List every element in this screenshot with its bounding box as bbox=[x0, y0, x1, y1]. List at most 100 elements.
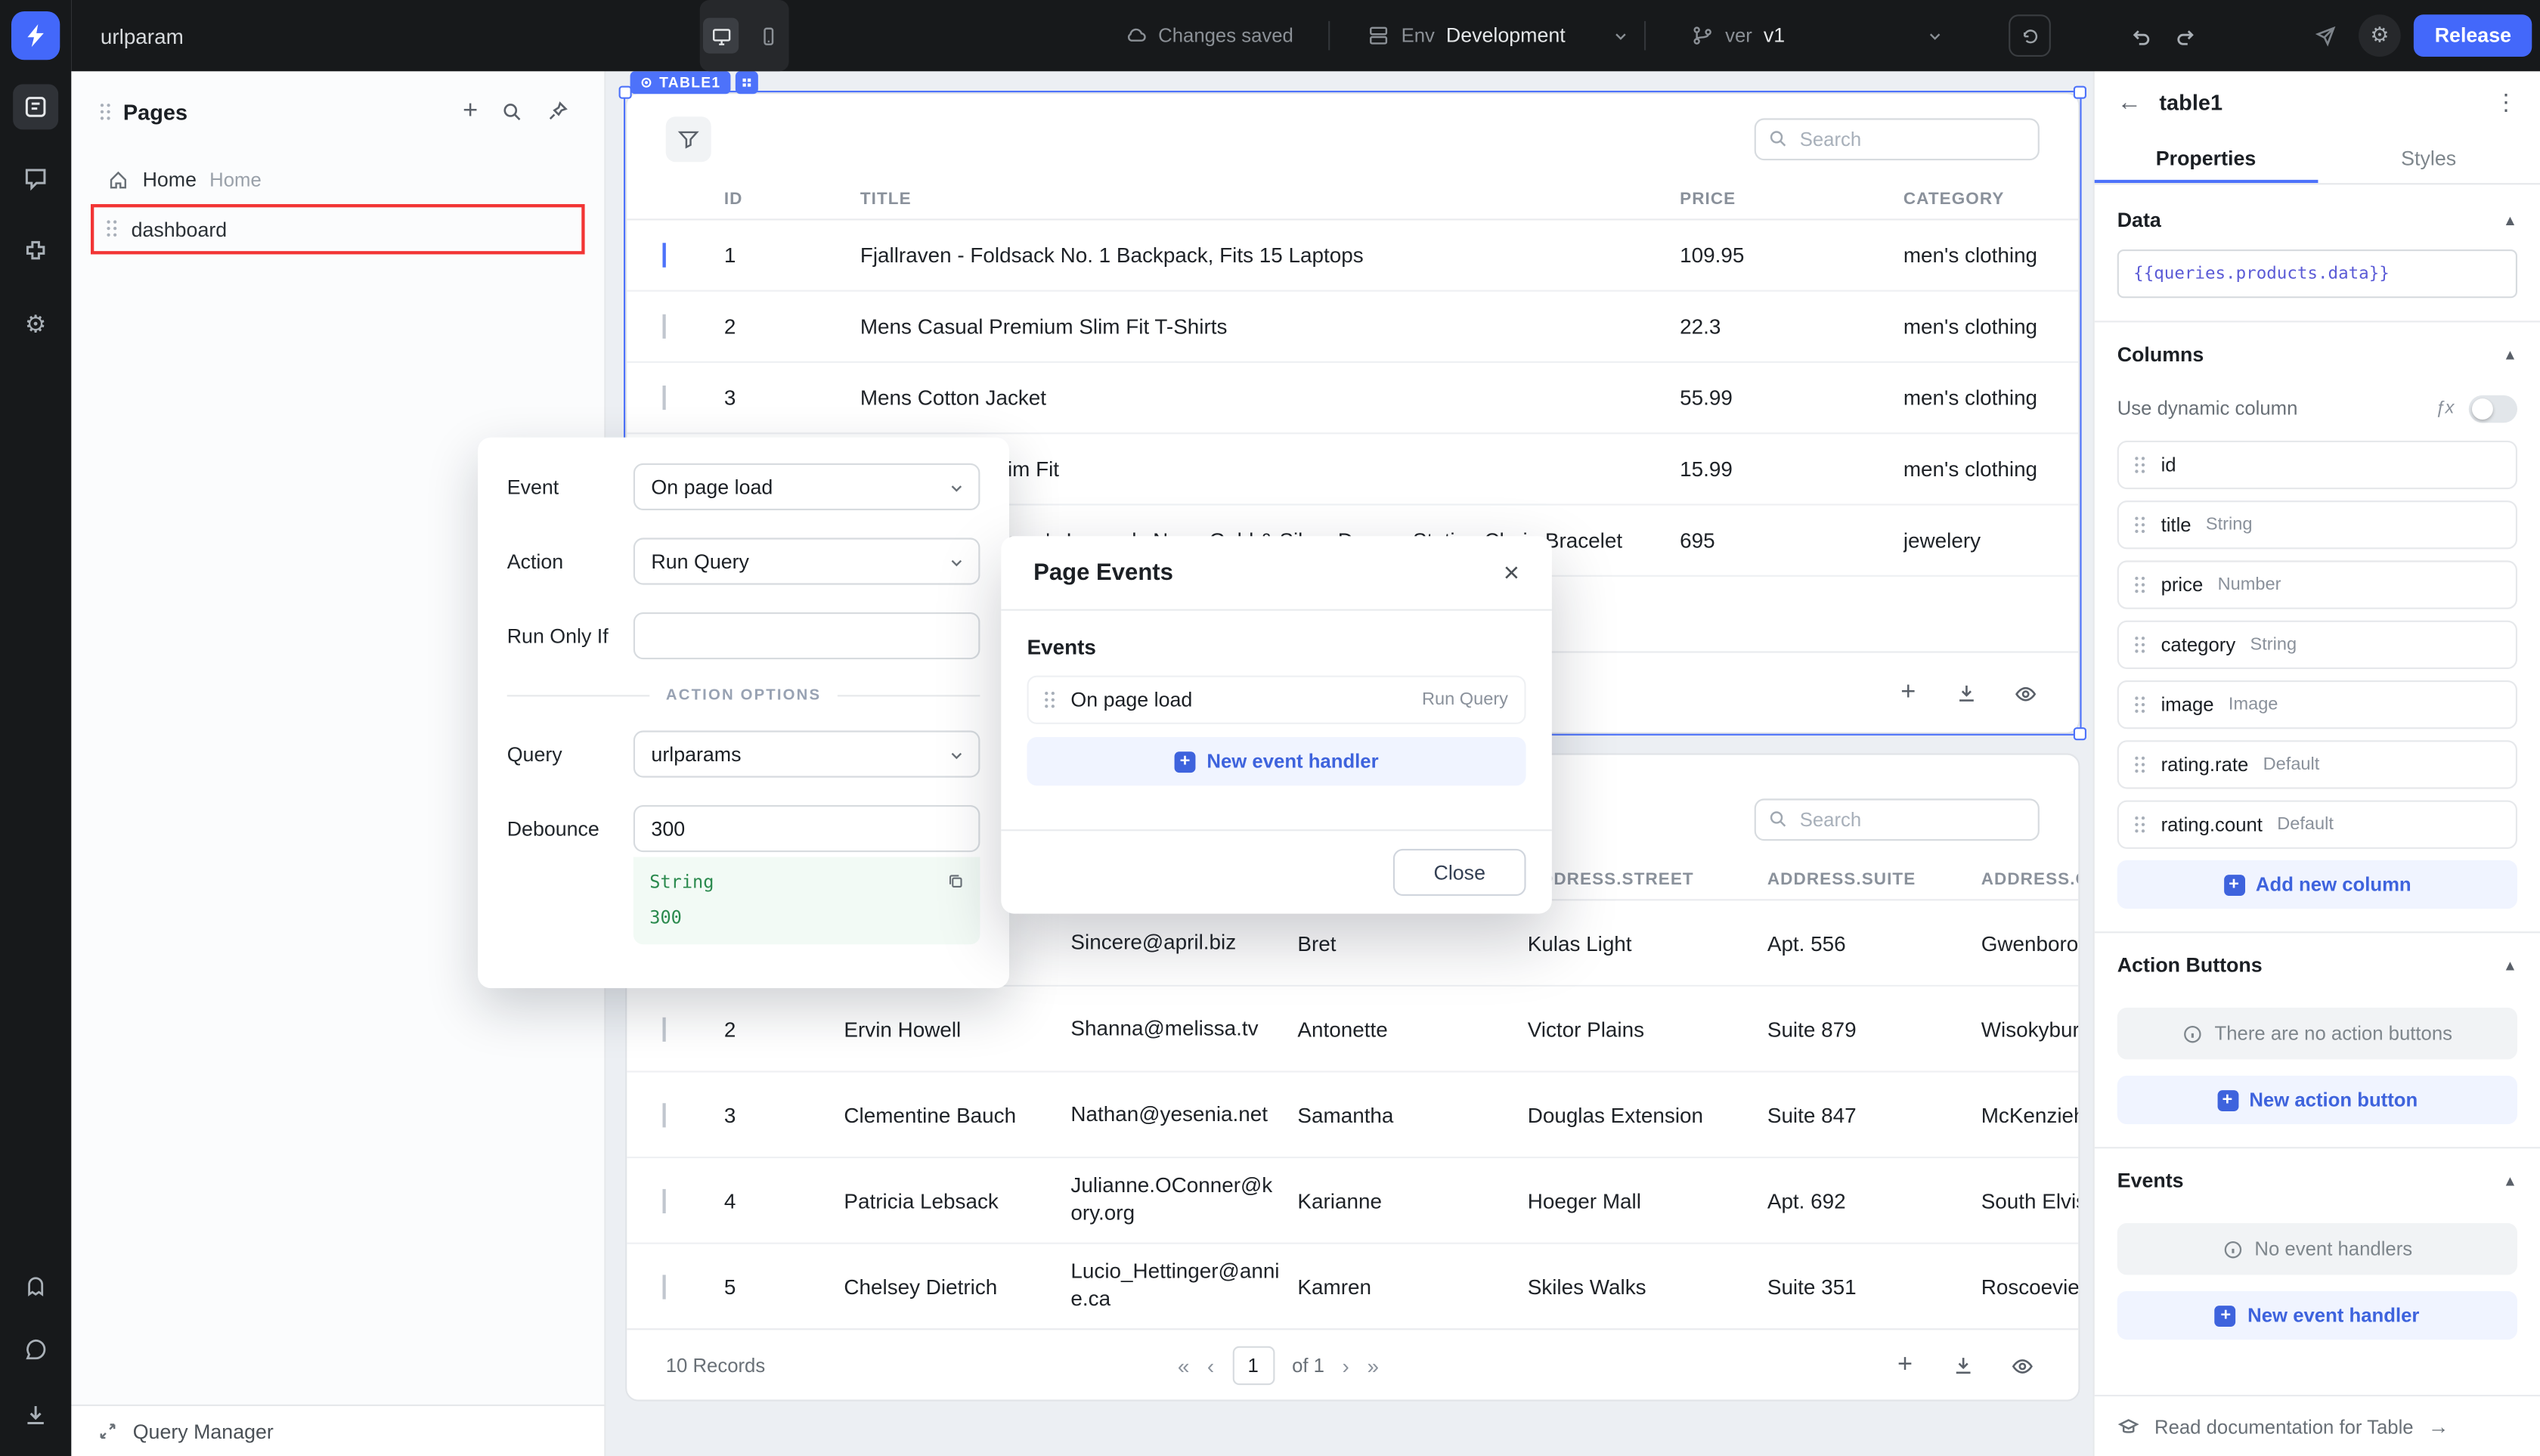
drag-handle-icon[interactable] bbox=[107, 220, 118, 238]
documentation-link[interactable]: Read documentation for Table → bbox=[2094, 1395, 2540, 1456]
column-item[interactable]: image Image bbox=[2117, 680, 2517, 730]
tab-properties[interactable]: Properties bbox=[2095, 133, 2318, 183]
event-handler-row[interactable]: On page load Run Query bbox=[1027, 675, 1526, 724]
table-row[interactable]: 2 Mens Casual Premium Slim Fit T-Shirts … bbox=[627, 292, 2079, 363]
column-header[interactable]: TITLE bbox=[860, 188, 912, 209]
table2-search-input[interactable] bbox=[1754, 798, 2040, 841]
column-item[interactable]: price Number bbox=[2117, 560, 2517, 609]
section-data-header[interactable]: Data ▲ bbox=[2117, 209, 2517, 232]
rail-download-button[interactable] bbox=[13, 1392, 58, 1437]
widget-tag[interactable]: TABLE1 bbox=[630, 71, 758, 94]
fx-button[interactable]: ƒx bbox=[2435, 398, 2455, 418]
table-row[interactable]: 3 Mens Cotton Jacket 55.99 men's clothin… bbox=[627, 363, 2079, 435]
prev-page-button[interactable]: ‹ bbox=[1206, 1353, 1215, 1378]
page-item-dashboard[interactable]: dashboard bbox=[91, 204, 585, 255]
drag-handle-icon[interactable] bbox=[2135, 456, 2146, 474]
table-row[interactable]: 4 Patricia Lebsack Julianne.OConner@kory… bbox=[627, 1158, 2079, 1244]
rail-debugger-button[interactable] bbox=[13, 156, 58, 201]
release-button[interactable]: Release bbox=[2413, 14, 2532, 57]
first-page-button[interactable]: « bbox=[1177, 1353, 1190, 1378]
table-row[interactable]: 2 Ervin Howell Shanna@melissa.tv Antonet… bbox=[627, 987, 2079, 1073]
download-table-button[interactable] bbox=[1949, 676, 1984, 711]
rail-pages-button[interactable] bbox=[13, 84, 59, 130]
share-button[interactable] bbox=[2313, 0, 2337, 71]
copy-button[interactable] bbox=[946, 872, 965, 891]
column-item[interactable]: title String bbox=[2117, 500, 2517, 550]
section-events-header[interactable]: Events ▲ bbox=[2117, 1169, 2517, 1193]
table1-search-input[interactable] bbox=[1754, 118, 2040, 161]
column-header[interactable]: ADDRESS.STREET bbox=[1527, 869, 1694, 889]
new-action-button[interactable]: + New action button bbox=[2117, 1075, 2517, 1125]
column-visibility-button[interactable] bbox=[2007, 676, 2043, 711]
undo-button[interactable] bbox=[2129, 0, 2153, 71]
row-checkbox[interactable] bbox=[662, 314, 666, 339]
app-logo[interactable] bbox=[11, 11, 60, 60]
section-action-buttons-header[interactable]: Action Buttons ▲ bbox=[2117, 954, 2517, 977]
drag-handle-icon[interactable] bbox=[2135, 575, 2146, 594]
drag-handle-icon[interactable] bbox=[2135, 636, 2146, 654]
column-item[interactable]: id bbox=[2117, 440, 2517, 490]
event-select[interactable]: On page load bbox=[633, 463, 980, 510]
column-visibility-button[interactable] bbox=[2004, 1348, 2040, 1383]
drag-handle-icon[interactable] bbox=[2135, 755, 2146, 774]
close-button[interactable]: Close bbox=[1392, 848, 1526, 896]
column-item[interactable]: category String bbox=[2117, 620, 2517, 669]
tab-styles[interactable]: Styles bbox=[2401, 146, 2457, 169]
data-code-input[interactable]: {{queries.products.data}} bbox=[2117, 249, 2517, 299]
search-pages-button[interactable] bbox=[500, 101, 523, 123]
filter-button[interactable] bbox=[665, 116, 711, 163]
dynamic-column-toggle[interactable] bbox=[2468, 394, 2517, 423]
next-page-button[interactable]: › bbox=[1342, 1353, 1349, 1378]
run-only-if-input[interactable] bbox=[633, 612, 980, 660]
drag-handle-icon[interactable] bbox=[2135, 815, 2146, 834]
add-page-button[interactable]: + bbox=[463, 97, 479, 125]
column-header[interactable]: CATEGORY bbox=[1903, 188, 2005, 209]
row-checkbox[interactable] bbox=[662, 1102, 666, 1127]
version-selector[interactable]: ver v1 bbox=[1691, 0, 1944, 71]
environment-selector[interactable]: Env Development bbox=[1368, 0, 1631, 71]
pin-panel-button[interactable] bbox=[546, 101, 568, 123]
app-settings-button[interactable]: ⚙ bbox=[2359, 0, 2401, 71]
desktop-mode-button[interactable] bbox=[703, 17, 739, 54]
section-columns-header[interactable]: Columns ▲ bbox=[2117, 343, 2517, 367]
row-checkbox[interactable] bbox=[662, 385, 666, 410]
table-row[interactable]: 5 Chelsey Dietrich Lucio_Hettinger@annie… bbox=[627, 1244, 2079, 1331]
row-checkbox[interactable] bbox=[662, 1016, 666, 1041]
rail-help-chat-button[interactable] bbox=[13, 1327, 58, 1372]
last-page-button[interactable]: » bbox=[1367, 1353, 1379, 1378]
row-checkbox[interactable] bbox=[662, 243, 666, 268]
query-manager-button[interactable]: Query Manager bbox=[132, 1420, 274, 1443]
debounce-input[interactable] bbox=[633, 805, 980, 853]
table-row[interactable]: 3 Clementine Bauch Nathan@yesenia.net Sa… bbox=[627, 1073, 2079, 1159]
page-number-input[interactable]: 1 bbox=[1231, 1346, 1275, 1386]
more-options-button[interactable]: ⋮ bbox=[2495, 88, 2517, 115]
version-history-button[interactable] bbox=[2009, 14, 2051, 57]
column-item[interactable]: rating.count Default bbox=[2117, 800, 2517, 849]
new-event-handler-button[interactable]: + New event handler bbox=[2117, 1290, 2517, 1340]
close-icon[interactable]: × bbox=[1503, 557, 1519, 588]
drag-handle-icon[interactable] bbox=[100, 103, 112, 121]
column-header[interactable]: ID bbox=[723, 188, 743, 209]
add-row-button[interactable]: + bbox=[1897, 1351, 1913, 1379]
column-item[interactable]: rating.rate Default bbox=[2117, 740, 2517, 789]
rail-settings-button[interactable]: ⚙ bbox=[13, 302, 58, 347]
add-new-column-button[interactable]: + Add new column bbox=[2117, 860, 2517, 909]
back-button[interactable]: ← bbox=[2117, 88, 2142, 116]
table-row[interactable]: 1 Leanne Graham Sincere@april.biz Bret K… bbox=[627, 900, 2079, 987]
mobile-mode-button[interactable] bbox=[750, 18, 785, 54]
rail-whats-new-button[interactable] bbox=[13, 1262, 58, 1307]
redo-button[interactable] bbox=[2174, 0, 2198, 71]
column-header[interactable]: PRICE bbox=[1680, 188, 1736, 209]
drag-handle-icon[interactable] bbox=[2135, 516, 2146, 534]
rail-marketplace-button[interactable] bbox=[13, 227, 58, 272]
drag-handle-icon[interactable] bbox=[2135, 695, 2146, 714]
widget-settings-button[interactable] bbox=[735, 71, 758, 94]
table-row[interactable]: 1 Fjallraven - Foldsack No. 1 Backpack, … bbox=[627, 220, 2079, 292]
row-checkbox[interactable] bbox=[662, 1274, 666, 1299]
query-select[interactable]: urlparams bbox=[633, 730, 980, 778]
row-checkbox[interactable] bbox=[662, 1188, 666, 1213]
download-table-button[interactable] bbox=[1946, 1348, 1981, 1383]
column-header[interactable]: ADDRESS.CITY bbox=[1981, 869, 2079, 889]
action-select[interactable]: Run Query bbox=[633, 537, 980, 585]
column-header[interactable]: ADDRESS.SUITE bbox=[1767, 869, 1916, 889]
